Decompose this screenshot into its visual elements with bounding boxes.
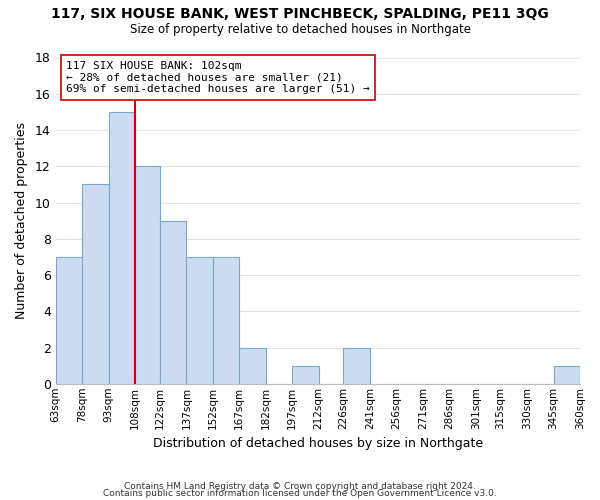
Y-axis label: Number of detached properties: Number of detached properties bbox=[15, 122, 28, 319]
Bar bbox=[187, 257, 213, 384]
Bar bbox=[135, 166, 160, 384]
Text: 117 SIX HOUSE BANK: 102sqm
← 28% of detached houses are smaller (21)
69% of semi: 117 SIX HOUSE BANK: 102sqm ← 28% of deta… bbox=[66, 61, 370, 94]
Bar bbox=[554, 366, 580, 384]
Bar bbox=[213, 257, 239, 384]
Bar bbox=[239, 348, 266, 384]
Bar bbox=[343, 348, 370, 384]
Text: Size of property relative to detached houses in Northgate: Size of property relative to detached ho… bbox=[130, 22, 470, 36]
Text: 117, SIX HOUSE BANK, WEST PINCHBECK, SPALDING, PE11 3QG: 117, SIX HOUSE BANK, WEST PINCHBECK, SPA… bbox=[51, 8, 549, 22]
Bar bbox=[82, 184, 109, 384]
Text: Contains public sector information licensed under the Open Government Licence v3: Contains public sector information licen… bbox=[103, 489, 497, 498]
X-axis label: Distribution of detached houses by size in Northgate: Distribution of detached houses by size … bbox=[153, 437, 483, 450]
Text: Contains HM Land Registry data © Crown copyright and database right 2024.: Contains HM Land Registry data © Crown c… bbox=[124, 482, 476, 491]
Bar bbox=[109, 112, 135, 384]
Bar bbox=[56, 257, 82, 384]
Bar bbox=[292, 366, 319, 384]
Bar bbox=[160, 220, 187, 384]
